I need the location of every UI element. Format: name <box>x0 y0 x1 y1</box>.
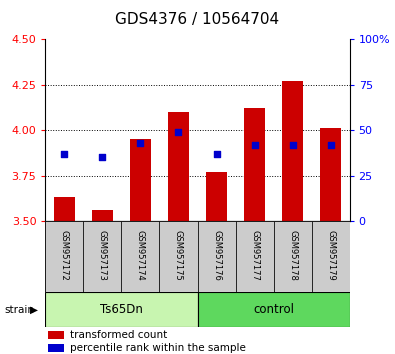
Bar <box>130 139 151 221</box>
Text: control: control <box>253 303 294 316</box>
Bar <box>320 128 341 221</box>
Bar <box>160 221 198 292</box>
Bar <box>49 344 64 352</box>
Point <box>175 129 182 135</box>
Point <box>137 140 144 146</box>
Bar <box>49 331 64 338</box>
Bar <box>198 221 235 292</box>
Text: percentile rank within the sample: percentile rank within the sample <box>70 343 246 353</box>
Text: ▶: ▶ <box>30 305 38 315</box>
Text: GSM957175: GSM957175 <box>174 230 183 281</box>
Bar <box>45 221 83 292</box>
Bar <box>83 221 122 292</box>
Text: GSM957178: GSM957178 <box>288 230 297 281</box>
Text: strain: strain <box>4 305 34 315</box>
Bar <box>312 221 350 292</box>
Text: GSM957174: GSM957174 <box>136 230 145 281</box>
Text: transformed count: transformed count <box>70 330 167 339</box>
Text: GSM957179: GSM957179 <box>326 230 335 281</box>
Bar <box>235 221 274 292</box>
Bar <box>244 108 265 221</box>
Text: GSM957173: GSM957173 <box>98 230 107 281</box>
Bar <box>198 292 350 327</box>
Point <box>290 142 296 148</box>
Text: GDS4376 / 10564704: GDS4376 / 10564704 <box>115 12 280 27</box>
Point <box>251 142 258 148</box>
Bar <box>92 210 113 221</box>
Bar <box>45 292 198 327</box>
Bar <box>282 81 303 221</box>
Text: GSM957177: GSM957177 <box>250 230 259 281</box>
Point <box>61 151 68 156</box>
Bar <box>122 221 160 292</box>
Bar <box>54 196 75 221</box>
Bar <box>206 172 227 221</box>
Bar <box>273 221 312 292</box>
Text: Ts65Dn: Ts65Dn <box>100 303 143 316</box>
Bar <box>168 112 189 221</box>
Point <box>213 151 220 156</box>
Point <box>327 142 334 148</box>
Text: GSM957176: GSM957176 <box>212 230 221 281</box>
Point <box>99 155 105 160</box>
Text: GSM957172: GSM957172 <box>60 230 69 281</box>
